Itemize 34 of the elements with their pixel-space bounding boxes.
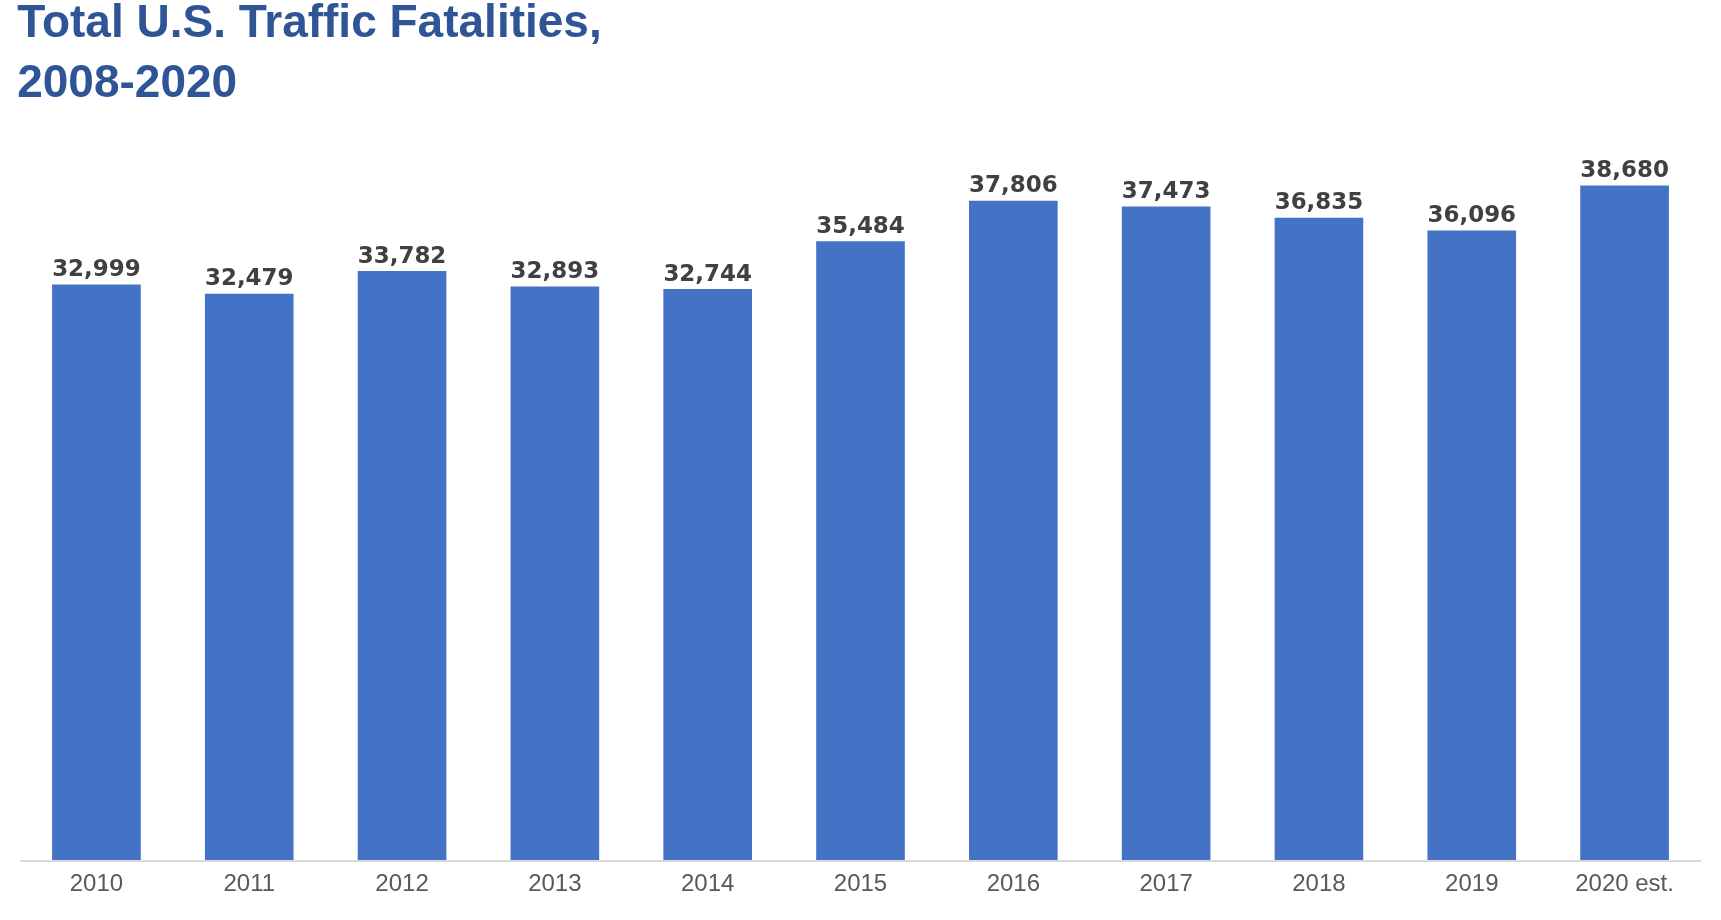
data-label: 36,835 xyxy=(1274,188,1364,215)
bar xyxy=(969,200,1058,860)
x-tick-label: 2020 est. xyxy=(1575,868,1674,896)
bar xyxy=(510,286,600,860)
x-tick-label: 2011 xyxy=(223,868,276,896)
x-tick-label: 2019 xyxy=(1445,868,1499,896)
x-tick-label: 2013 xyxy=(528,868,582,896)
data-label: 38,680 xyxy=(1580,156,1669,183)
bar xyxy=(663,289,752,860)
bar xyxy=(1121,206,1211,860)
bar xyxy=(357,270,447,860)
bar xyxy=(1274,217,1364,860)
x-tick-label: 2012 xyxy=(375,868,429,896)
bar xyxy=(816,241,905,860)
x-tick-label: 2015 xyxy=(833,868,888,896)
x-tick-label: 2016 xyxy=(986,868,1041,896)
bar xyxy=(204,293,294,860)
data-label: 32,999 xyxy=(52,255,141,282)
data-label: 37,806 xyxy=(969,171,1058,198)
data-label: 36,096 xyxy=(1427,201,1517,228)
bar xyxy=(1580,185,1669,860)
x-tick-label: 2010 xyxy=(69,868,124,896)
x-tick-label: 2014 xyxy=(680,868,735,896)
data-label: 32,479 xyxy=(204,264,294,291)
chart-title: Total U.S. Traffic Fatalities, 2008-2020 xyxy=(17,0,602,107)
bar xyxy=(1427,230,1517,860)
data-label: 35,484 xyxy=(816,211,905,238)
data-label: 32,893 xyxy=(510,257,600,284)
bar xyxy=(52,284,141,860)
data-label: 32,744 xyxy=(663,259,752,286)
x-tick-label: 2017 xyxy=(1139,868,1193,896)
data-label: 33,782 xyxy=(357,241,447,268)
x-tick-label: 2018 xyxy=(1292,868,1346,896)
data-label: 37,473 xyxy=(1121,177,1211,204)
